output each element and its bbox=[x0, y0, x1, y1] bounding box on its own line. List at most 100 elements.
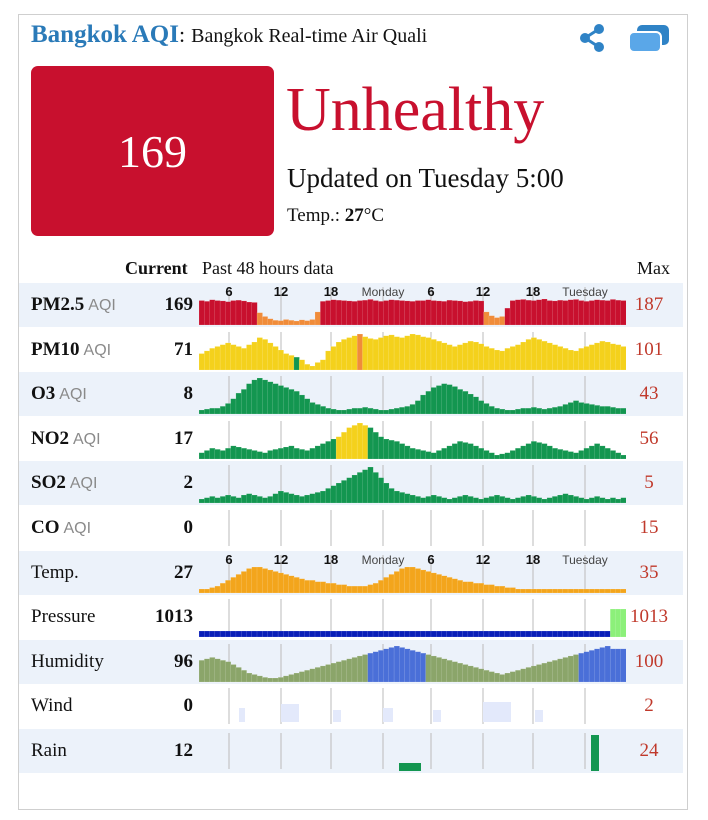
chart-bar bbox=[262, 379, 269, 415]
chart-bar bbox=[283, 387, 290, 415]
chart-bar bbox=[246, 301, 253, 326]
chart-bar bbox=[609, 608, 616, 638]
row-name: PM2.5 bbox=[31, 294, 85, 315]
chart-bar bbox=[541, 630, 548, 638]
chart-bar bbox=[362, 406, 369, 415]
row-label: NO2 AQI bbox=[31, 428, 101, 450]
row-name: Humidity bbox=[31, 651, 104, 672]
title-colon: : bbox=[179, 22, 186, 47]
chart-bar bbox=[288, 493, 295, 504]
chart-bar bbox=[425, 571, 432, 594]
chart-bar bbox=[478, 668, 485, 683]
history-chart[interactable] bbox=[199, 461, 626, 505]
chart-bar bbox=[325, 300, 332, 326]
chart-bar bbox=[615, 588, 622, 594]
windows-icon[interactable] bbox=[627, 23, 671, 55]
chart-bar bbox=[320, 359, 327, 371]
chart-bar bbox=[594, 648, 601, 683]
chart-bar bbox=[246, 672, 253, 683]
chart-bar bbox=[488, 348, 495, 371]
chart-bar bbox=[525, 299, 532, 326]
chart-bar bbox=[214, 630, 221, 638]
chart-bar bbox=[441, 301, 448, 326]
chart-bar bbox=[583, 651, 590, 683]
history-chart[interactable]: 6 12 18 Monday 6 12 18 Tuesday bbox=[199, 283, 626, 327]
chart-bar bbox=[277, 385, 284, 415]
chart-bar bbox=[362, 299, 369, 326]
chart-bar bbox=[420, 450, 427, 460]
chart-bar bbox=[578, 300, 585, 326]
chart-bar bbox=[346, 630, 353, 638]
chart-bar bbox=[372, 472, 379, 504]
chart-bar bbox=[536, 407, 543, 415]
history-chart[interactable] bbox=[199, 506, 626, 550]
row-label: PM10 AQI bbox=[31, 339, 111, 361]
history-chart[interactable] bbox=[199, 372, 626, 416]
row-current-value: 96 bbox=[174, 651, 193, 672]
chart-bar bbox=[436, 300, 442, 326]
row-label: Temp. bbox=[31, 562, 79, 584]
row-current-value: 1013 bbox=[155, 606, 193, 627]
chart-bar bbox=[378, 630, 384, 638]
history-chart[interactable] bbox=[199, 417, 626, 461]
chart-bar bbox=[414, 568, 421, 594]
chart-bar bbox=[225, 630, 232, 638]
share-icon[interactable] bbox=[577, 23, 607, 53]
chart-bar bbox=[488, 584, 495, 594]
history-chart[interactable] bbox=[199, 640, 626, 684]
chart-bar bbox=[467, 393, 474, 415]
chart-bar bbox=[341, 339, 348, 371]
chart-bar bbox=[277, 677, 284, 683]
row-name: PM10 bbox=[31, 339, 80, 360]
history-chart[interactable] bbox=[199, 328, 626, 372]
chart-bar bbox=[425, 299, 432, 326]
chart-bar bbox=[335, 409, 342, 415]
chart-bar bbox=[588, 404, 595, 415]
chart-bar bbox=[541, 443, 548, 460]
chart-bar bbox=[594, 299, 601, 326]
chart-bar bbox=[462, 664, 469, 683]
chart-bar bbox=[451, 630, 458, 638]
chart-bar bbox=[536, 339, 543, 371]
chart-bar bbox=[499, 674, 506, 683]
chart-bar bbox=[462, 301, 469, 326]
chart-bar bbox=[293, 494, 300, 504]
chart-bar bbox=[309, 447, 316, 460]
chart-bar bbox=[509, 409, 516, 415]
time-label: Monday bbox=[362, 285, 405, 299]
history-chart[interactable] bbox=[199, 595, 626, 639]
chart-bar bbox=[515, 344, 522, 371]
chart-bar bbox=[462, 390, 469, 415]
chart-bar bbox=[620, 454, 626, 460]
chart-bar bbox=[267, 381, 274, 415]
chart-bar bbox=[409, 566, 416, 594]
chart-bar bbox=[298, 578, 305, 594]
chart-bar bbox=[441, 658, 448, 683]
chart-bar bbox=[520, 341, 527, 371]
chart-bar bbox=[372, 408, 379, 415]
city-title-link[interactable]: Bangkok AQI bbox=[31, 21, 179, 48]
history-chart[interactable]: 6 12 18 Monday 6 12 18 Tuesday bbox=[199, 551, 626, 595]
chart-bar bbox=[609, 299, 616, 326]
chart-bar bbox=[351, 630, 358, 638]
chart-bar bbox=[425, 337, 432, 371]
history-chart[interactable] bbox=[199, 729, 626, 773]
chart-bar bbox=[562, 657, 569, 683]
chart-bar bbox=[399, 568, 406, 594]
chart-bar bbox=[583, 301, 590, 326]
chart-bar bbox=[525, 339, 532, 371]
chart-bar bbox=[583, 346, 590, 371]
chart-bar bbox=[615, 407, 622, 415]
chart-bar bbox=[546, 407, 553, 415]
chart-bar bbox=[240, 669, 247, 683]
chart-bar bbox=[199, 660, 205, 683]
chart-bar bbox=[504, 630, 511, 638]
chart-bar bbox=[409, 650, 416, 683]
chart-bar bbox=[583, 630, 590, 638]
chart-bar bbox=[277, 572, 284, 594]
chart-bar bbox=[436, 340, 442, 371]
chart-bar bbox=[578, 652, 585, 683]
history-chart[interactable] bbox=[199, 684, 626, 728]
chart-bar bbox=[378, 409, 384, 415]
chart-bar bbox=[414, 449, 421, 460]
